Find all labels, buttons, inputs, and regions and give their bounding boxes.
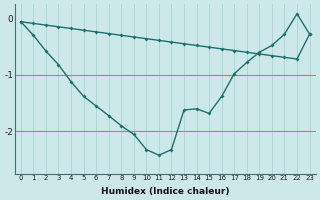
X-axis label: Humidex (Indice chaleur): Humidex (Indice chaleur) <box>101 187 229 196</box>
